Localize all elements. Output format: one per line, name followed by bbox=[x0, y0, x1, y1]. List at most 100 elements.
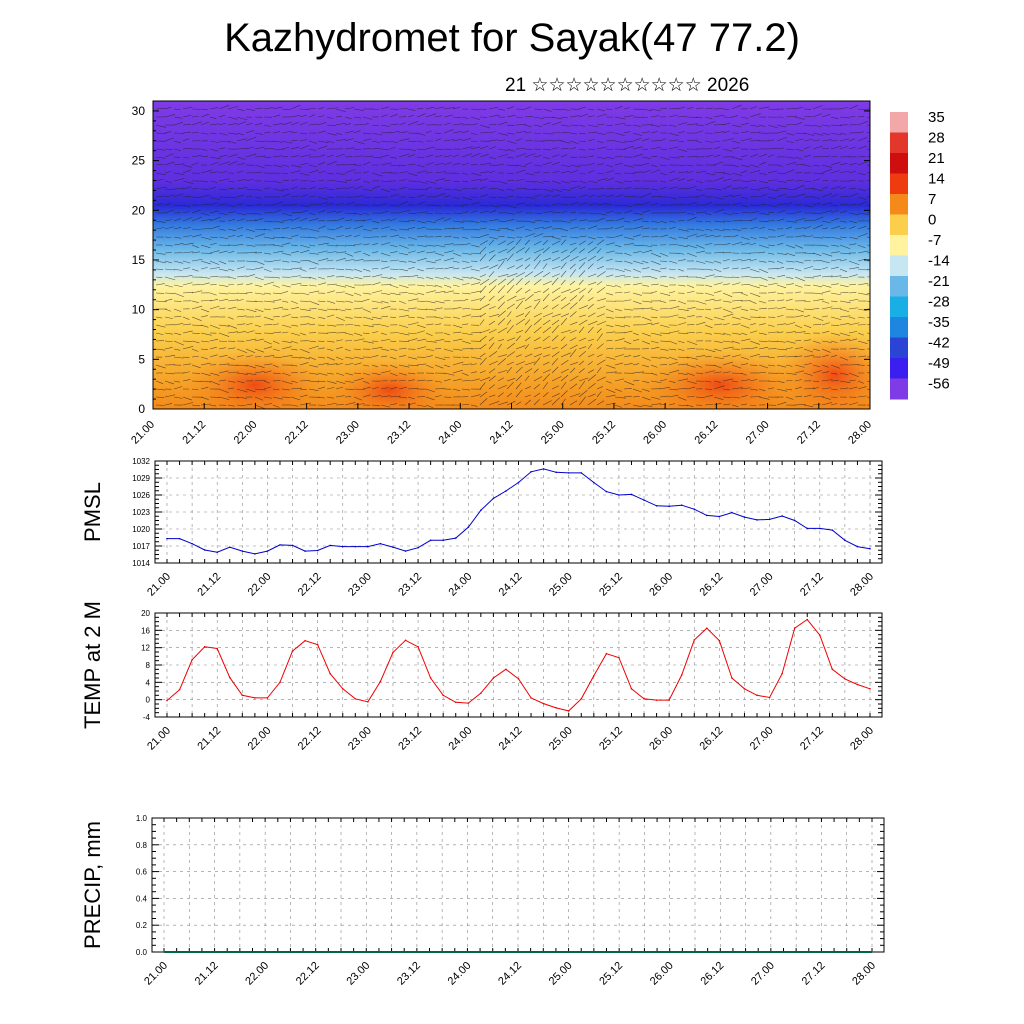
wind-vector bbox=[200, 170, 212, 174]
wind-vector bbox=[398, 179, 407, 182]
wind-vector bbox=[434, 132, 442, 134]
wind-vector bbox=[731, 164, 739, 167]
wind-vector bbox=[407, 121, 419, 126]
wind-vector bbox=[515, 153, 527, 158]
wind-vector bbox=[821, 260, 830, 264]
wind-vector bbox=[155, 203, 163, 206]
wind-vector bbox=[344, 308, 352, 311]
wind-vector bbox=[812, 252, 822, 256]
wind-vector bbox=[713, 171, 725, 174]
wind-vector bbox=[605, 380, 612, 384]
wind-vector bbox=[209, 140, 220, 143]
wind-vector bbox=[524, 180, 536, 183]
wind-vector bbox=[155, 380, 164, 384]
wind-vector bbox=[686, 380, 697, 384]
wind-vector bbox=[776, 172, 787, 174]
wind-vector bbox=[281, 172, 289, 175]
wind-vector bbox=[497, 285, 506, 294]
x-tick-label: 22.12 bbox=[294, 960, 322, 988]
wind-vector bbox=[731, 372, 743, 374]
wind-vector bbox=[479, 124, 491, 129]
wind-vector bbox=[731, 282, 741, 286]
wind-vector bbox=[380, 305, 391, 310]
wind-vector bbox=[227, 180, 235, 183]
wind-vector bbox=[317, 187, 328, 190]
wind-vector bbox=[407, 298, 419, 302]
wind-vector bbox=[245, 292, 253, 294]
wind-vector bbox=[659, 308, 669, 310]
wind-vector bbox=[173, 227, 182, 230]
wind-vector bbox=[290, 217, 301, 222]
wind-vector bbox=[596, 400, 605, 406]
wind-vector bbox=[722, 267, 730, 270]
wind-vector bbox=[362, 116, 373, 120]
temp-2m-point bbox=[630, 688, 633, 690]
wind-vector bbox=[218, 147, 226, 150]
wind-vector bbox=[443, 218, 451, 222]
wind-vector bbox=[173, 268, 183, 271]
wind-vector bbox=[191, 162, 199, 166]
wind-vector bbox=[434, 323, 442, 326]
wind-vector bbox=[452, 236, 460, 239]
wind-vector bbox=[542, 257, 552, 262]
wind-vector bbox=[317, 161, 326, 166]
wind-vector bbox=[416, 379, 426, 382]
wind-vector bbox=[533, 212, 543, 214]
wind-vector bbox=[191, 364, 201, 369]
wind-vector bbox=[740, 219, 752, 222]
wind-vector bbox=[623, 204, 632, 208]
wind-vector bbox=[326, 332, 336, 334]
wind-vector bbox=[758, 364, 769, 369]
wind-vector bbox=[407, 260, 416, 264]
wind-vector bbox=[254, 171, 263, 174]
wind-vector bbox=[803, 115, 813, 118]
wind-vector bbox=[191, 132, 199, 134]
temp-2m-point bbox=[492, 677, 495, 679]
wind-vector bbox=[569, 247, 577, 254]
wind-vector bbox=[506, 240, 514, 246]
wind-vector bbox=[254, 315, 262, 318]
wind-vector bbox=[551, 273, 560, 278]
x-tick-label: 25.12 bbox=[597, 725, 625, 753]
wind-vector bbox=[488, 384, 495, 390]
wind-vector bbox=[317, 362, 329, 366]
wind-vector bbox=[731, 364, 742, 369]
wind-vector bbox=[398, 364, 410, 368]
temp-2m-point bbox=[417, 646, 419, 648]
wind-vector bbox=[254, 260, 265, 265]
wind-vector bbox=[461, 314, 471, 318]
wind-vector bbox=[335, 395, 345, 398]
x-tick-label: 25.00 bbox=[547, 571, 575, 599]
wind-vector bbox=[479, 344, 487, 350]
wind-vector bbox=[452, 180, 460, 183]
pmsl-point bbox=[417, 546, 419, 549]
wind-vector bbox=[281, 300, 289, 303]
wind-vector bbox=[605, 394, 616, 398]
wind-vector bbox=[551, 304, 559, 310]
wind-vector bbox=[542, 132, 553, 135]
wind-vector bbox=[650, 332, 662, 336]
wind-vector bbox=[155, 252, 166, 255]
wind-vector bbox=[623, 236, 635, 240]
wind-vector bbox=[227, 404, 235, 407]
wind-vector bbox=[254, 396, 264, 401]
wind-vector bbox=[434, 138, 441, 142]
wind-vector bbox=[344, 130, 354, 134]
precip-point bbox=[479, 951, 481, 953]
wind-vector bbox=[578, 377, 589, 382]
wind-vector bbox=[524, 324, 532, 334]
wind-vector bbox=[254, 146, 265, 150]
wind-vector bbox=[677, 252, 685, 255]
wind-vector bbox=[236, 323, 246, 326]
wind-vector bbox=[425, 332, 433, 337]
wind-vector bbox=[794, 404, 806, 406]
wind-vector bbox=[650, 268, 661, 272]
wind-vector bbox=[623, 210, 633, 214]
wind-vector bbox=[650, 322, 660, 326]
wind-vector bbox=[740, 387, 751, 390]
wind-vector bbox=[803, 324, 812, 328]
wind-vector bbox=[551, 358, 559, 366]
wind-vector bbox=[623, 330, 633, 334]
wind-vector bbox=[497, 318, 506, 326]
